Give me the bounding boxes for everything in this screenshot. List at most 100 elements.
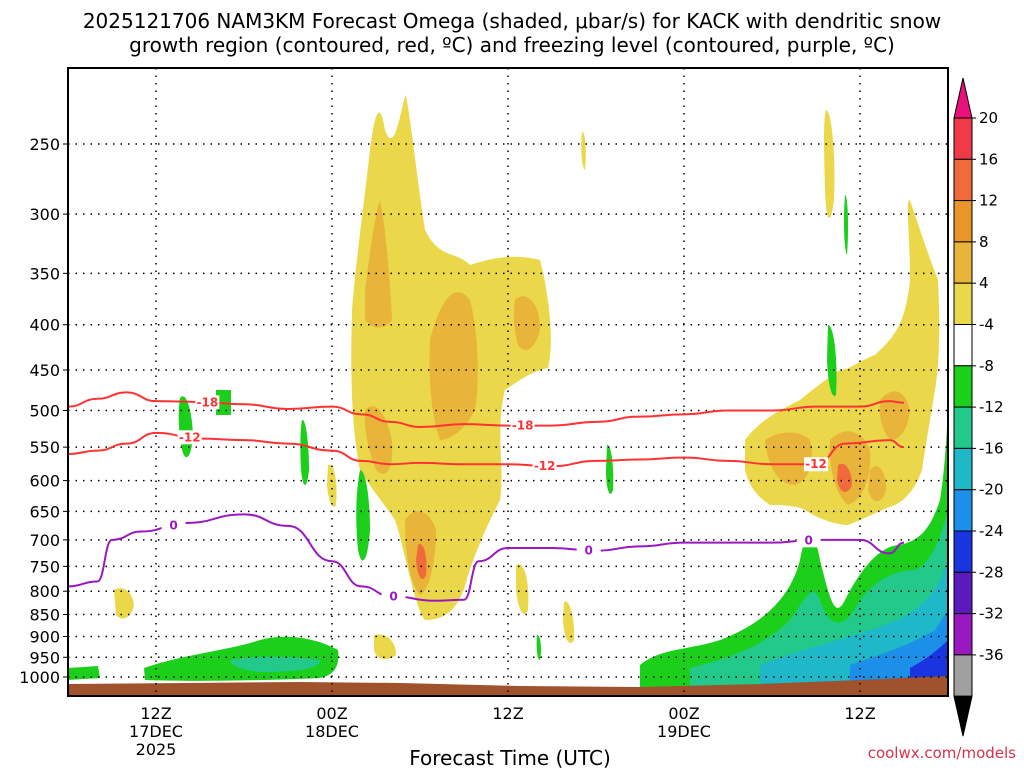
x-tick-date: 18DEC (305, 722, 359, 741)
y-tick-label: 1000 (19, 668, 60, 687)
omega-descent-region-1 (68, 666, 100, 680)
colorbar-segment (953, 406, 973, 449)
colorbar-segment (953, 324, 973, 367)
y-tick-label: 250 (29, 135, 60, 154)
freezing-level-contour-label: 0 (584, 543, 592, 557)
dgz-contour-minus18-label-bg (510, 418, 535, 433)
y-tick-label: 850 (29, 606, 60, 625)
colorbar-segment (953, 447, 973, 491)
x-tick-year: 2025 (136, 740, 177, 759)
dgz-contour-minus12-label-bg (177, 430, 202, 445)
omega-ascent-core-9 (868, 466, 886, 502)
terrain-fill (68, 676, 948, 696)
credit-text: coolwx.com/models (868, 744, 1016, 762)
omega-descent-region-11 (300, 419, 309, 485)
freezing-level-contour-label: 0 (804, 533, 812, 547)
dgz-contour-minus12-label-bg (532, 458, 557, 473)
omega-descent-region-3 (230, 656, 321, 672)
omega-descent-region-15 (843, 195, 849, 255)
colorbar-segment (953, 530, 973, 573)
y-tick-label: 750 (29, 557, 60, 576)
omega-ascent-region-5 (374, 634, 396, 660)
y-tick-label: 800 (29, 582, 60, 601)
colorbar-label: -4 (979, 316, 994, 334)
omega-shading (68, 95, 948, 696)
colorbar-under-arrow (953, 695, 973, 737)
y-tick-label: 550 (29, 438, 60, 457)
x-tick-label: 12Z (844, 704, 875, 723)
colorbar-segment (953, 117, 973, 160)
colorbar-segment (953, 158, 973, 202)
omega-ascent-region-4 (114, 588, 134, 619)
freezing-level-contour-label: 0 (389, 589, 397, 603)
x-tick-label: 12Z (492, 704, 523, 723)
dgz-contour-minus18 (68, 391, 905, 429)
omega-descent-region-13 (606, 445, 614, 494)
colorbar-label: 4 (979, 274, 989, 292)
omega-ascent-region-3 (824, 110, 835, 219)
x-axis-title: Forecast Time (UTC) (409, 746, 611, 768)
colorbar-label: -28 (979, 563, 1004, 581)
colorbar-segment (953, 489, 973, 532)
x-tick-date: 17DEC (129, 722, 183, 741)
dgz-contour-minus12-label: -12 (805, 457, 827, 471)
colorbar-segment (953, 241, 973, 284)
y-tick-label: 700 (29, 531, 60, 550)
y-tick-label: 400 (29, 316, 60, 335)
y-tick-label: 500 (29, 402, 60, 421)
y-tick-label: 350 (29, 264, 60, 283)
dgz-contour-minus18-label-bg (195, 395, 220, 410)
omega-ascent-region-9 (581, 131, 586, 170)
colorbar-segment (953, 571, 973, 615)
chart-title-line2: growth region (contoured, red, ºC) and f… (129, 33, 895, 57)
colorbar-label: -16 (979, 439, 1004, 457)
y-tick-label: 950 (29, 648, 60, 667)
y-tick-label: 300 (29, 205, 60, 224)
dgz-contour-minus18-label: -18 (512, 419, 534, 433)
freezing-level-contour-label-bg (576, 543, 601, 558)
omega-ascent-core-1 (365, 200, 392, 328)
colorbar-label: -8 (979, 357, 994, 375)
x-tick-label: 00Z (668, 704, 699, 723)
colorbar-label: -20 (979, 481, 1004, 499)
colorbar-label: 12 (979, 192, 998, 210)
colorbar-segment (953, 654, 973, 697)
plot-frame (67, 67, 949, 697)
chart-title-line1: 2025121706 NAM3KM Forecast Omega (shaded… (83, 9, 941, 33)
omega-ascent-core-10 (837, 463, 852, 492)
freezing-level-contour-label-bg (796, 533, 821, 548)
omega-descent-region-16 (536, 635, 541, 660)
colorbar-label: -32 (979, 605, 1004, 623)
y-tick-label: 900 (29, 627, 60, 646)
y-tick-label: 600 (29, 472, 60, 491)
dgz-contour-minus12-label: -12 (534, 459, 556, 473)
omega-descent-region-12 (356, 470, 370, 561)
freezing-level-contour-label: 0 (169, 518, 177, 532)
freezing-level-contour-label-bg (161, 518, 186, 533)
y-tick-label: 650 (29, 502, 60, 521)
omega-ascent-region-6 (516, 564, 529, 614)
y-tick-label: 450 (29, 361, 60, 380)
x-tick-label: 12Z (140, 704, 171, 723)
x-tick-label: 00Z (316, 704, 347, 723)
colorbar-segment (953, 200, 973, 243)
colorbar-over-arrow (953, 77, 973, 119)
colorbar-label: -36 (979, 646, 1004, 664)
omega-ascent-core-11 (416, 544, 427, 580)
omega-ascent-core-3 (364, 406, 393, 474)
colorbar-label: 16 (979, 150, 998, 168)
omega-descent-region-14 (827, 325, 837, 396)
freezing-level-contour-label-bg (381, 589, 406, 604)
dgz-contour-minus12-label: -12 (179, 430, 201, 444)
colorbar-label: -24 (979, 522, 1004, 540)
colorbar-segment (953, 282, 973, 326)
contour-labels: -18 -18 -12 -12 -12 0 0 0 0 (161, 395, 828, 604)
dgz-contour-minus18-label: -18 (196, 395, 218, 409)
x-tick-date: 19DEC (657, 722, 711, 741)
omega-ascent-core-5 (514, 296, 540, 350)
omega-ascent-core-2 (429, 292, 478, 440)
y-axis-ticks: 250 300 350 400 450 500 550 600 650 700 750 800 850 9… (19, 135, 68, 687)
colorbar-label: -12 (979, 398, 1004, 416)
